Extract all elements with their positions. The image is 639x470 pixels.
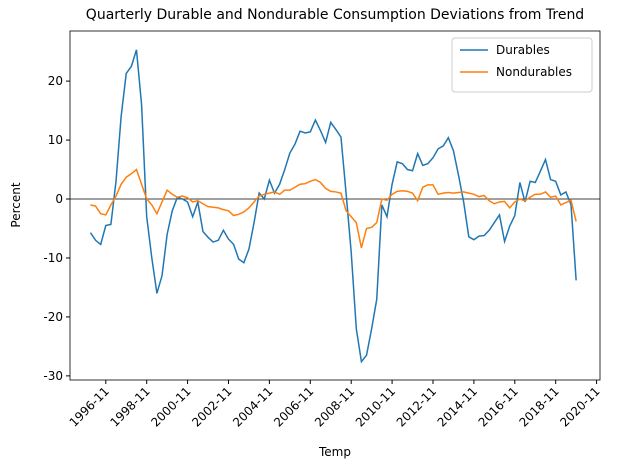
x-tick-label: 2018-11: [516, 384, 561, 429]
y-tick-label: -10: [43, 251, 63, 265]
x-axis-label: Temp: [318, 445, 351, 459]
x-tick-label: 2008-11: [312, 384, 357, 429]
x-tick-label: 2014-11: [435, 384, 480, 429]
y-tick-label: 10: [48, 133, 63, 147]
x-tick-label: 2002-11: [189, 384, 234, 429]
plot-frame: [69, 30, 601, 381]
chart-title: Quarterly Durable and Nondurable Consump…: [86, 7, 584, 23]
x-tick-label: 2016-11: [476, 384, 521, 429]
legend-label: Nondurables: [496, 65, 572, 79]
y-tick-label: 20: [48, 74, 63, 88]
legend-box: [451, 37, 593, 93]
x-tick-label: 2020-11: [557, 384, 602, 429]
x-tick-label: 1996-11: [67, 384, 112, 429]
y-axis-label: Percent: [9, 182, 23, 227]
data-line: [89, 49, 577, 364]
x-tick-label: 2006-11: [271, 384, 316, 429]
y-tick-label: 0: [55, 192, 63, 206]
data-line: [90, 168, 577, 249]
x-tick-label: 2012-11: [394, 384, 439, 429]
x-tick-label: 2004-11: [230, 384, 275, 429]
x-tick-label: 2010-11: [353, 384, 398, 429]
y-tick-label: -20: [43, 310, 63, 324]
x-tick-label: 2000-11: [148, 384, 193, 429]
y-tick-label: -30: [43, 369, 63, 383]
x-tick-label: 1998-11: [107, 384, 152, 429]
legend-label: Durables: [496, 43, 550, 57]
